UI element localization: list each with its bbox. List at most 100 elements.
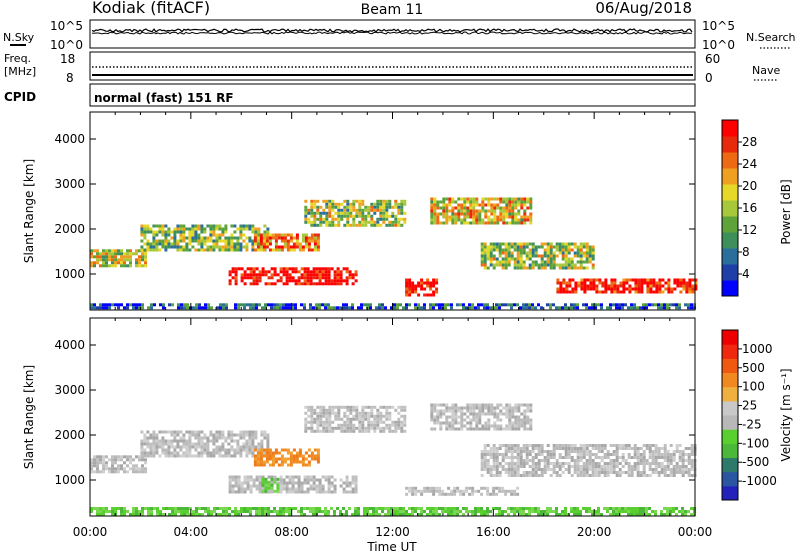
heatmap-cell xyxy=(342,267,346,271)
heatmap-cell xyxy=(188,233,192,237)
heatmap-cell xyxy=(525,507,528,510)
heatmap-cell xyxy=(507,248,511,252)
heatmap-cell xyxy=(252,276,256,280)
heatmap-cell xyxy=(498,513,501,516)
heatmap-cell xyxy=(367,411,371,415)
heatmap-cell xyxy=(325,420,329,424)
heatmap-cell xyxy=(352,414,356,418)
heatmap-cell xyxy=(486,489,490,493)
heatmap-cell xyxy=(129,255,132,259)
heatmap-cell xyxy=(313,211,317,215)
heatmap-cell xyxy=(649,290,653,294)
heatmap-cell xyxy=(351,303,354,307)
heatmap-cell xyxy=(239,445,243,449)
heatmap-cell xyxy=(279,270,283,274)
nsearch-tick-top: 10^5 xyxy=(702,19,735,33)
heatmap-cell xyxy=(270,486,274,490)
heatmap-cell xyxy=(256,248,260,252)
heatmap-cell xyxy=(430,209,434,213)
heatmap-cell xyxy=(150,303,153,307)
heatmap-cell xyxy=(285,481,289,485)
heatmap-cell xyxy=(501,257,505,261)
heatmap-cell xyxy=(694,278,698,282)
heatmap-cell xyxy=(222,303,225,307)
heatmap-cell xyxy=(185,248,189,252)
heatmap-cell xyxy=(508,415,512,419)
heatmap-cell xyxy=(138,264,141,268)
heatmap-cell xyxy=(200,239,204,243)
heatmap-cell xyxy=(349,420,353,424)
heatmap-cell xyxy=(513,462,517,465)
heatmap-cell xyxy=(600,468,604,471)
heatmap-cell xyxy=(666,459,670,462)
heatmap-cell xyxy=(273,303,276,307)
heatmap-cell xyxy=(549,510,552,513)
heatmap-cell xyxy=(405,492,409,496)
heatmap-cell xyxy=(197,227,201,231)
heatmap-cell xyxy=(390,507,393,510)
heatmap-cell xyxy=(502,215,506,219)
heatmap-cell xyxy=(537,303,540,307)
heatmap-cell xyxy=(334,417,338,421)
heatmap-cell xyxy=(379,417,383,421)
heatmap-cell xyxy=(376,414,380,418)
heatmap-cell xyxy=(345,279,349,283)
heatmap-cell xyxy=(248,227,252,231)
heatmap-cell xyxy=(609,507,612,510)
heatmap-cell xyxy=(624,447,628,450)
y-tick-label: 3000 xyxy=(54,383,85,397)
heatmap-cell xyxy=(561,465,565,468)
heatmap-cell xyxy=(330,475,334,479)
heatmap-cell xyxy=(328,202,332,206)
heatmap-cell xyxy=(441,492,445,496)
heatmap-cell xyxy=(167,454,171,458)
heatmap-cell xyxy=(502,412,506,416)
heatmap-cell xyxy=(502,218,506,222)
heatmap-cell xyxy=(511,209,515,213)
heatmap-cell xyxy=(343,426,347,430)
heatmap-cell xyxy=(179,239,183,243)
heatmap-cell xyxy=(403,429,407,433)
heatmap-cell xyxy=(613,290,617,294)
heatmap-cell xyxy=(469,197,473,201)
heatmap-cell xyxy=(222,306,225,310)
heatmap-cell xyxy=(276,273,280,277)
heatmap-cell xyxy=(233,236,237,240)
heatmap-cell xyxy=(393,303,396,307)
heatmap-cell xyxy=(248,439,252,443)
heatmap-cell xyxy=(315,478,319,482)
heatmap-cell xyxy=(96,306,99,310)
heatmap-cell xyxy=(256,457,260,461)
heatmap-cell xyxy=(231,490,235,494)
heatmap-cell xyxy=(96,510,99,513)
heatmap-cell xyxy=(340,429,344,433)
heatmap-cell xyxy=(430,203,434,207)
heatmap-cell xyxy=(423,287,427,291)
heatmap-cell xyxy=(495,462,499,465)
heatmap-cell xyxy=(420,278,424,282)
heatmap-cell xyxy=(633,303,636,307)
heatmap-cell xyxy=(585,444,589,447)
heatmap-cell xyxy=(646,290,650,294)
heatmap-cell xyxy=(325,411,329,415)
heatmap-cell xyxy=(248,436,252,440)
heatmap-cell xyxy=(218,448,222,452)
heatmap-cell xyxy=(176,430,180,434)
heatmap-cell xyxy=(123,255,126,259)
heatmap-cell xyxy=(514,409,518,413)
heatmap-cell xyxy=(385,208,389,212)
heatmap-cell xyxy=(436,218,440,222)
heatmap-cell xyxy=(678,303,681,307)
heatmap-cell xyxy=(304,429,308,433)
heatmap-cell xyxy=(111,510,114,513)
heatmap-cell xyxy=(158,454,162,458)
heatmap-cell xyxy=(426,507,429,510)
heatmap-cell xyxy=(212,248,216,252)
heatmap-cell xyxy=(337,208,341,212)
heatmap-cell xyxy=(588,254,592,258)
heatmap-cell xyxy=(349,408,353,412)
heatmap-cell xyxy=(114,258,117,262)
heatmap-cell xyxy=(478,218,482,222)
heatmap-cell xyxy=(492,486,496,490)
heatmap-cell xyxy=(549,474,553,477)
